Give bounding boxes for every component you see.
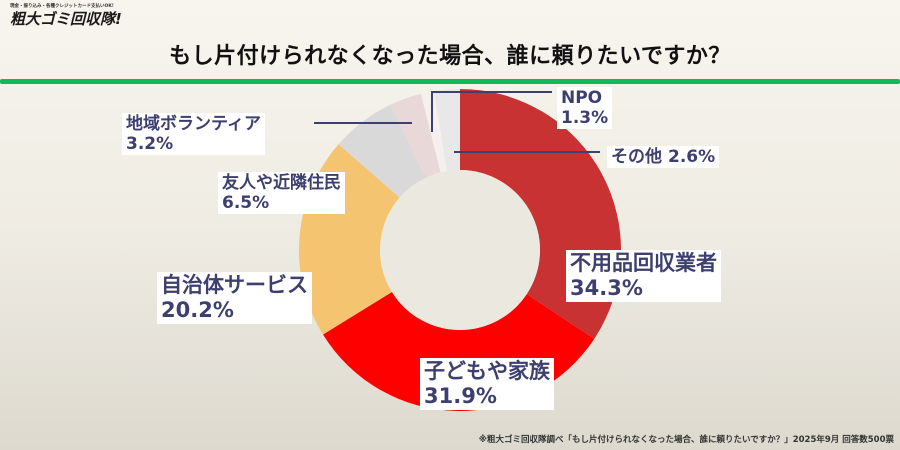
donut-slice	[433, 89, 460, 172]
label-npo-pct: 1.3%	[561, 108, 609, 129]
donut-slice	[390, 93, 441, 178]
leader-line-npo	[431, 91, 552, 132]
chart-title: もし片付けられなくなった場合、誰に頼りたいですか？	[169, 44, 731, 69]
label-friends-pct: 6.5%	[222, 193, 270, 214]
label-vendor: 不用品回収業者 34.3%	[566, 250, 721, 302]
label-other: その他 2.6%	[607, 146, 720, 169]
label-family-pct: 31.9%	[424, 383, 497, 408]
brand-logo: 現金・振り込み・各種クレジットカード支払いOK! 粗大ゴミ回収隊!	[10, 4, 140, 34]
label-friends-name: 友人や近隣住民	[222, 173, 341, 193]
label-other-name: その他	[611, 147, 662, 167]
label-volunteer-name: 地域ボランティア	[126, 114, 261, 134]
logo-brand: 粗大ゴミ回収隊!	[10, 10, 140, 28]
label-volunteer: 地域ボランティア 3.2%	[122, 113, 265, 156]
label-npo: NPO 1.3%	[557, 87, 613, 130]
donut-hole	[380, 170, 540, 330]
label-vendor-pct: 34.3%	[570, 275, 643, 300]
donut-slice	[338, 104, 426, 198]
donut-slice	[420, 91, 447, 173]
source-footnote: ※粗大ゴミ回収隊調べ「もし片付けられなくなった場合、誰に頼りたいですか？」202…	[478, 435, 894, 445]
label-friends: 友人や近隣住民 6.5%	[218, 172, 345, 215]
label-municipal-pct: 20.2%	[161, 297, 234, 322]
label-npo-name: NPO	[561, 88, 603, 108]
label-other-pct: 2.6%	[668, 147, 716, 167]
label-municipal-name: 自治体サービス	[161, 273, 308, 297]
logo-tagline: 現金・振り込み・各種クレジットカード支払いOK!	[10, 4, 114, 9]
label-vendor-name: 不用品回収業者	[570, 251, 717, 275]
label-municipal: 自治体サービス 20.2%	[157, 272, 312, 324]
title-underline	[0, 79, 900, 84]
logo-brand-text: 粗大ゴミ回収隊!	[10, 10, 122, 28]
label-family: 子どもや家族 31.9%	[420, 358, 554, 410]
label-family-name: 子どもや家族	[424, 359, 550, 383]
label-volunteer-pct: 3.2%	[126, 134, 174, 155]
